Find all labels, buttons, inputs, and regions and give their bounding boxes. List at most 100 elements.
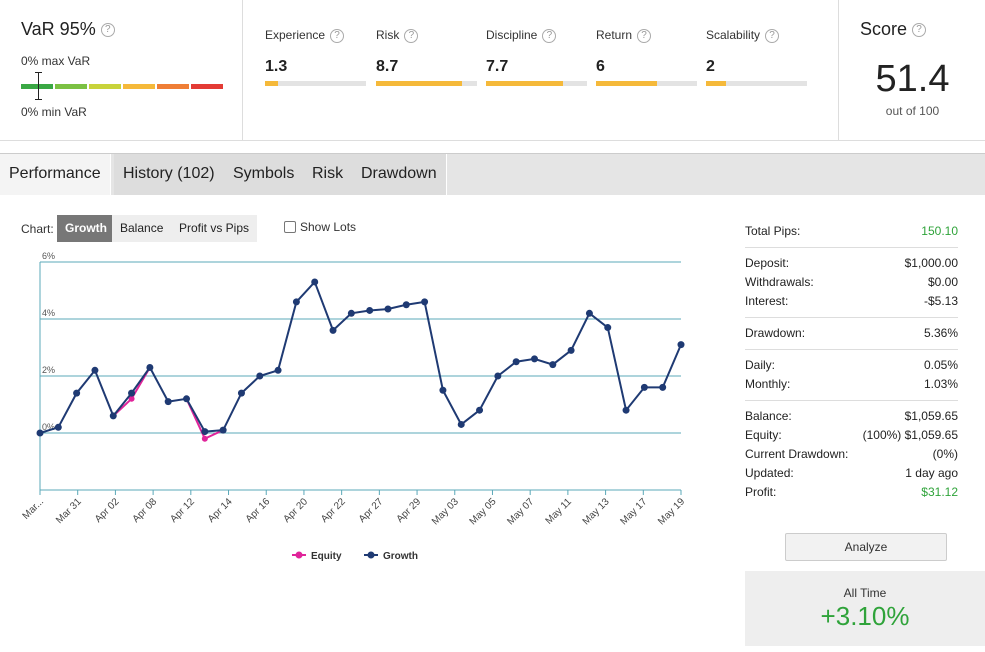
- stat-label: Updated:: [745, 466, 794, 480]
- metric-label: Experience?: [265, 28, 366, 43]
- top-summary: VaR 95%? 0% max VaR 0% min VaR Experienc…: [0, 0, 985, 141]
- x-tick-label: May 19: [656, 496, 687, 527]
- score-title: Score?: [860, 19, 927, 40]
- stat-value: $31.12: [921, 485, 958, 499]
- x-tick-label: Apr 08: [131, 496, 160, 525]
- metric-bar-fill: [486, 80, 563, 86]
- growth-point: [604, 324, 612, 332]
- x-tick-label: Mar...: [21, 496, 46, 521]
- var-scale-segment: [55, 84, 87, 89]
- y-tick-label: 6%: [42, 251, 55, 261]
- show-lots-toggle[interactable]: Show Lots: [284, 220, 356, 234]
- metric-value: 2: [706, 57, 715, 75]
- help-icon[interactable]: ?: [404, 28, 419, 43]
- growth-point: [237, 389, 245, 397]
- analyze-button[interactable]: Analyze: [785, 533, 947, 561]
- growth-point: [421, 298, 429, 306]
- growth-point: [109, 412, 117, 420]
- tab-performance[interactable]: Performance: [0, 154, 111, 195]
- metric-label-text: Return: [596, 28, 633, 42]
- stat-withdrawals: Withdrawals: $0.00: [745, 273, 958, 292]
- stat-label: Deposit:: [745, 256, 790, 270]
- var-min-label: 0% min VaR: [21, 105, 87, 119]
- stat-deposit: Deposit: $1,000.00: [745, 254, 958, 273]
- growth-point: [640, 383, 648, 391]
- growth-point: [329, 326, 337, 334]
- x-tick-label: Apr 27: [357, 496, 386, 525]
- divider: [745, 247, 958, 248]
- tab-bar: Performance History (102) Symbols Risk D…: [0, 153, 985, 195]
- metric-bar: [376, 80, 477, 86]
- growth-point: [384, 305, 392, 313]
- help-icon[interactable]: ?: [637, 28, 652, 43]
- all-time-value: +3.10%: [820, 601, 910, 631]
- y-tick-label: 2%: [42, 365, 55, 375]
- score-subtitle: out of 100: [885, 104, 940, 118]
- help-icon[interactable]: ?: [912, 23, 927, 38]
- stat-value: 150.10: [921, 224, 958, 238]
- show-lots-checkbox[interactable]: [284, 221, 296, 233]
- stat-value: 1 day ago: [905, 466, 958, 480]
- stat-label: Monthly:: [745, 377, 791, 391]
- metric-label-text: Risk: [376, 28, 400, 42]
- metric-bar: [265, 80, 366, 86]
- help-icon[interactable]: ?: [542, 28, 557, 43]
- x-tick-label: Apr 12: [168, 496, 197, 525]
- metric-risk: Risk? 8.7: [376, 28, 477, 86]
- x-tick-label: Apr 29: [395, 496, 424, 525]
- chart-growth-button[interactable]: Growth: [57, 215, 115, 242]
- stat-value: 5.36%: [923, 326, 958, 340]
- var-scale-segment: [123, 84, 155, 89]
- growth-point: [183, 395, 191, 403]
- divider: [745, 400, 958, 401]
- stat-label: Total Pips:: [745, 224, 801, 238]
- growth-point: [622, 406, 630, 414]
- metric-bar-fill: [376, 80, 462, 86]
- x-tick-label: May 05: [468, 496, 499, 527]
- legend-marker: [367, 551, 375, 559]
- tab-risk[interactable]: Risk: [303, 154, 354, 195]
- growth-point: [201, 428, 209, 436]
- stat-updated: Updated: 1 day ago: [745, 464, 958, 483]
- x-tick-label: May 17: [618, 496, 649, 527]
- var-marker: [35, 72, 42, 100]
- tab-symbols[interactable]: Symbols: [224, 154, 305, 195]
- all-time-label: All Time: [843, 586, 887, 600]
- metric-bar-fill: [596, 80, 657, 86]
- x-tick-label: May 07: [505, 496, 536, 527]
- x-tick-label: Apr 20: [281, 496, 310, 525]
- metric-label: Scalability?: [706, 28, 807, 43]
- legend-marker: [295, 551, 303, 559]
- growth-point: [91, 366, 99, 374]
- growth-point: [219, 426, 227, 434]
- stat-profit: Profit: $31.12: [745, 483, 958, 502]
- stat-label: Interest:: [745, 294, 789, 308]
- chart-balance-button[interactable]: Balance: [112, 215, 172, 242]
- metric-label: Return?: [596, 28, 697, 43]
- help-icon[interactable]: ?: [100, 23, 115, 38]
- chart-profit-vs-pips-button[interactable]: Profit vs Pips: [171, 215, 258, 242]
- growth-point: [512, 358, 520, 366]
- stat-value: -$5.13: [923, 294, 958, 308]
- stat-current-drawdown: Current Drawdown: (0%): [745, 445, 958, 464]
- help-icon[interactable]: ?: [765, 28, 780, 43]
- metric-bar: [486, 80, 587, 86]
- divider: [745, 349, 958, 350]
- growth-point: [347, 309, 355, 317]
- growth-point: [146, 363, 154, 371]
- stat-label: Current Drawdown:: [745, 447, 849, 461]
- stat-label: Profit:: [745, 485, 777, 499]
- growth-point: [677, 341, 685, 349]
- divider: [745, 317, 958, 318]
- stat-value: $0.00: [927, 275, 958, 289]
- stat-label: Withdrawals:: [745, 275, 814, 289]
- growth-point: [457, 420, 465, 428]
- tab-history[interactable]: History (102): [114, 154, 225, 195]
- tab-drawdown[interactable]: Drawdown: [352, 154, 447, 195]
- stat-daily: Daily: 0.05%: [745, 356, 958, 375]
- growth-point: [54, 423, 62, 431]
- x-tick-label: May 11: [544, 496, 575, 527]
- y-tick-label: 0%: [42, 422, 55, 432]
- var-panel: VaR 95%? 0% max VaR 0% min VaR: [0, 0, 243, 141]
- help-icon[interactable]: ?: [330, 28, 345, 43]
